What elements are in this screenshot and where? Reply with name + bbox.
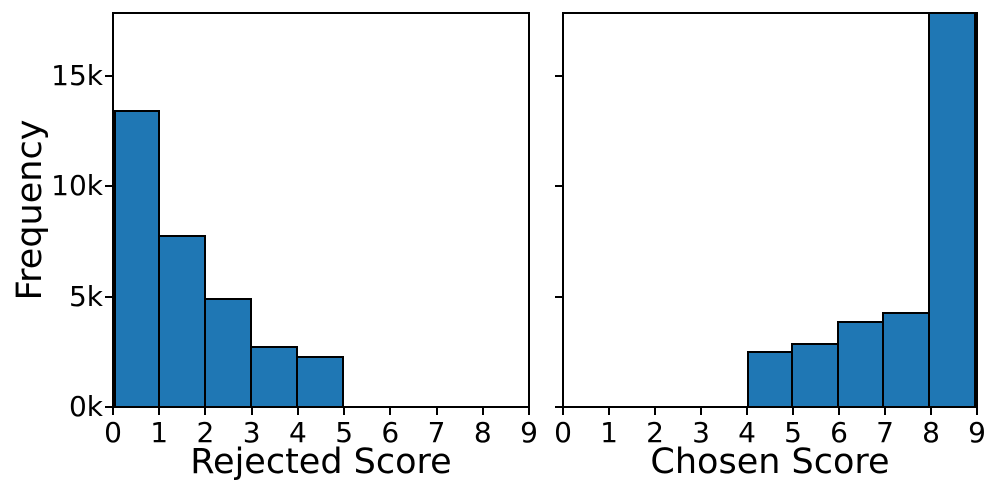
- histogram-bar-0-1: [114, 110, 160, 406]
- x-tick-label: 0: [554, 416, 572, 449]
- x-tick-mark: [608, 408, 610, 415]
- x-tick-mark: [838, 408, 840, 415]
- x-tick-mark: [654, 408, 656, 415]
- x-axis-label-rejected: Rejected Score: [190, 442, 452, 482]
- histogram-bar-1-2: [158, 235, 206, 406]
- x-tick-mark: [158, 408, 161, 415]
- y-tick-mark: [105, 185, 112, 188]
- y-tick-label: 15k: [51, 58, 103, 92]
- histogram-bar-4-5: [296, 356, 344, 406]
- histogram-bar-5-6: [790, 343, 839, 406]
- histogram-bar-6-7: [836, 321, 885, 406]
- x-axis-label-chosen: Chosen Score: [650, 442, 890, 482]
- y-tick-label: 0k: [68, 390, 103, 423]
- x-tick-mark: [481, 408, 484, 415]
- x-tick-label: 6: [830, 416, 848, 449]
- x-tick-mark: [250, 408, 253, 415]
- x-tick-label: 4: [288, 416, 307, 449]
- x-tick-label: 5: [335, 416, 354, 449]
- x-tick-mark: [528, 408, 530, 415]
- x-tick-mark: [930, 408, 932, 415]
- axes-chosen-score: [562, 12, 978, 408]
- x-tick-label: 9: [520, 416, 538, 449]
- histogram-bar-2-3: [204, 298, 252, 406]
- x-tick-label: 8: [473, 416, 492, 449]
- x-tick-mark: [792, 408, 794, 415]
- x-tick-label: 8: [922, 416, 940, 449]
- histogram-bar-8-9: [928, 14, 976, 406]
- x-tick-mark: [112, 408, 114, 415]
- x-tick-label: 4: [738, 416, 756, 449]
- x-tick-mark: [700, 408, 702, 415]
- x-tick-label: 3: [242, 416, 261, 449]
- x-tick-mark: [746, 408, 748, 415]
- x-tick-label: 5: [784, 416, 802, 449]
- y-tick-mark: [555, 295, 562, 298]
- y-tick-mark: [555, 74, 562, 77]
- x-tick-mark: [204, 408, 207, 415]
- x-tick-label: 0: [104, 416, 122, 449]
- y-axis-label: Frequency: [10, 119, 50, 301]
- x-tick-label: 6: [381, 416, 400, 449]
- histogram-bar-4-5: [747, 351, 793, 406]
- y-tick-mark: [555, 406, 562, 408]
- y-tick-label: 10k: [51, 169, 103, 203]
- histogram-bar-7-8: [882, 312, 931, 406]
- x-tick-mark: [389, 408, 392, 415]
- x-tick-label: 1: [600, 416, 618, 449]
- histogram-bar-3-4: [250, 346, 298, 406]
- x-tick-mark: [343, 408, 346, 415]
- x-tick-label: 2: [196, 416, 215, 449]
- x-tick-label: 1: [150, 416, 169, 449]
- x-tick-mark: [435, 408, 438, 415]
- x-tick-mark: [884, 408, 886, 415]
- x-tick-mark: [976, 408, 978, 415]
- y-tick-mark: [105, 406, 112, 408]
- x-tick-label: 2: [646, 416, 664, 449]
- axes-rejected-score: [112, 12, 530, 408]
- y-tick-label: 5k: [68, 279, 103, 313]
- x-tick-label: 9: [968, 416, 986, 449]
- y-tick-mark: [555, 185, 562, 188]
- x-tick-label: 7: [876, 416, 894, 449]
- y-tick-mark: [105, 295, 112, 298]
- x-tick-label: 3: [692, 416, 710, 449]
- y-tick-mark: [105, 74, 112, 77]
- x-tick-mark: [562, 408, 564, 415]
- x-tick-mark: [296, 408, 299, 415]
- x-tick-label: 7: [427, 416, 446, 449]
